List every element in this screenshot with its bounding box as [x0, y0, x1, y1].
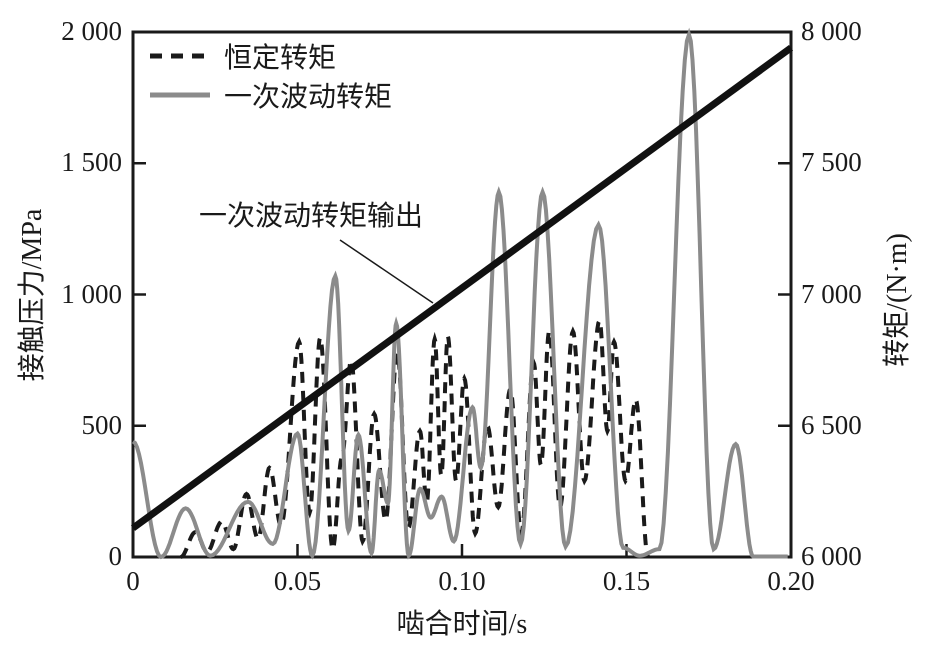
y-right-tick-label: 6 000 — [801, 541, 862, 571]
y-left-tick-label: 1 500 — [61, 147, 122, 178]
dashed-line-swatch — [150, 53, 210, 58]
solid-line-swatch — [150, 92, 210, 97]
y-left-tick-label: 2 000 — [61, 16, 122, 46]
legend-item-fluctuating-torque: 一次波动转矩 — [148, 75, 392, 114]
legend-label-constant-torque: 恒定转矩 — [224, 42, 337, 74]
x-tick-label: 0 — [126, 566, 140, 596]
y-right-tick-label: 6 500 — [801, 409, 862, 440]
x-tick-label: 0.15 — [602, 566, 651, 596]
x-tick-label: 0.10 — [438, 566, 486, 596]
annotation-label: 一次波动转矩输出 — [199, 201, 424, 232]
y-right-tick-label: 7 500 — [801, 147, 862, 178]
y-left-tick-label: 500 — [81, 409, 123, 440]
series-dashed — [180, 316, 650, 559]
annotation-leader-line — [339, 239, 434, 304]
x-axis-title: 啮合时间/s — [396, 609, 528, 640]
y-left-tick-label: 0 — [108, 541, 123, 571]
series-thick-solid — [130, 44, 794, 531]
legend-item-constant-torque: 恒定转矩 — [148, 36, 392, 75]
legend-label-fluctuating-torque: 一次波动转矩 — [224, 81, 393, 113]
legend: 恒定转矩 一次波动转矩 — [148, 36, 392, 114]
y-left-tick-label: 1 000 — [61, 278, 122, 309]
x-tick-label: 0.20 — [767, 566, 815, 596]
series-solid — [131, 27, 788, 560]
x-tick-label: 0.05 — [273, 566, 322, 596]
y-right-tick-label: 7 000 — [801, 278, 862, 309]
y-right-tick-label: 8 000 — [801, 16, 862, 46]
